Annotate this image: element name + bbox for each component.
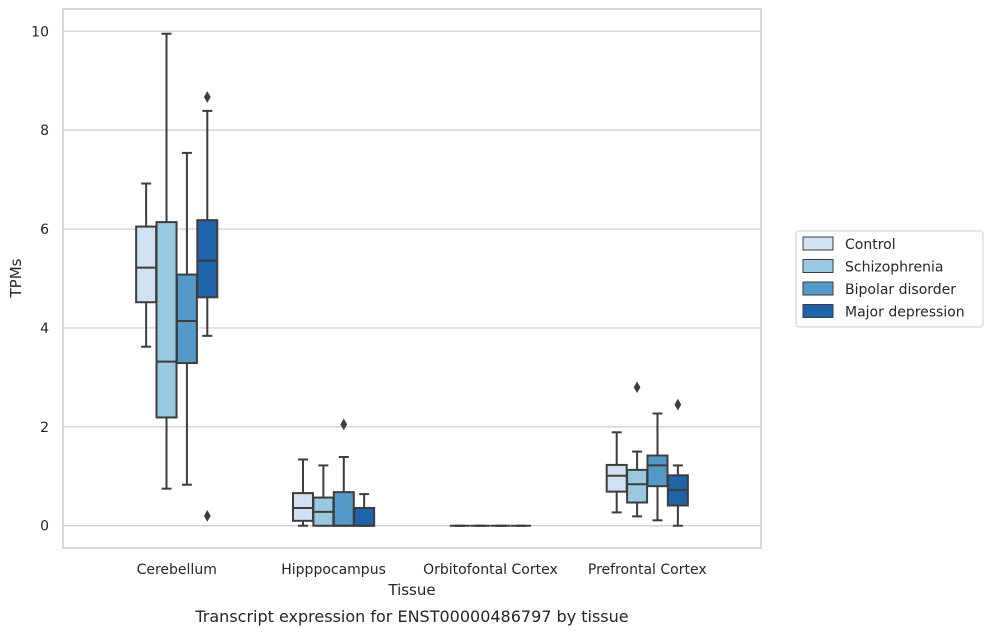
outlier-point <box>203 510 211 522</box>
y-tick-labels: 0 2 4 6 8 10 <box>31 24 49 534</box>
series-major-depression <box>196 91 689 527</box>
x-tick-label: Hipppocampus <box>281 562 386 578</box>
x-tick-label: Cerebellum <box>137 562 217 578</box>
series-bipolar-disorder <box>175 151 669 527</box>
box <box>135 225 158 304</box>
box <box>605 463 628 493</box>
legend-entry: Control <box>845 237 896 253</box>
legend-swatch <box>802 304 834 318</box>
legend-entry: Major depression <box>845 305 965 321</box>
outlier-point <box>633 381 641 394</box>
box <box>353 506 376 527</box>
legend-entry: Bipolar disorder <box>845 282 956 298</box>
x-tick-label: Prefrontal Cortex <box>588 562 707 578</box>
legend-swatch <box>802 259 834 273</box>
legend-swatch <box>802 281 834 296</box>
y-tick-label: 10 <box>31 24 49 40</box>
y-tick-label: 6 <box>40 222 49 238</box>
legend-frame <box>795 230 984 328</box>
outlier-point <box>203 91 211 103</box>
y-tick-label: 0 <box>40 519 49 535</box>
x-tick-label: Orbitofontal Cortex <box>423 562 558 578</box>
box <box>155 221 178 419</box>
box <box>332 491 355 527</box>
y-tick-label: 4 <box>40 321 49 337</box>
y-axis-title: TPMs <box>7 258 25 298</box>
box <box>646 454 669 488</box>
outlier-point <box>340 418 348 431</box>
box <box>626 468 649 504</box>
box <box>196 219 219 299</box>
box-groups <box>135 32 689 527</box>
x-axis-title: Tissue <box>387 581 435 599</box>
outlier-point <box>674 398 682 411</box>
x-tick-labels: Cerebellum Hipppocampus Orbitofontal Corte… <box>137 562 707 578</box>
chart-title: Transcript expression for ENST0000048679… <box>194 607 628 626</box>
legend: Control Schizophrenia Bipolar disorder Majo… <box>795 230 984 328</box>
y-tick-label: 2 <box>40 420 49 436</box>
plot-frame <box>62 8 762 549</box>
y-tick-label: 8 <box>40 123 49 139</box>
box <box>175 273 198 365</box>
series-control <box>135 182 628 527</box>
legend-entry: Schizophrenia <box>845 260 943 276</box>
legend-swatch <box>802 236 834 251</box>
